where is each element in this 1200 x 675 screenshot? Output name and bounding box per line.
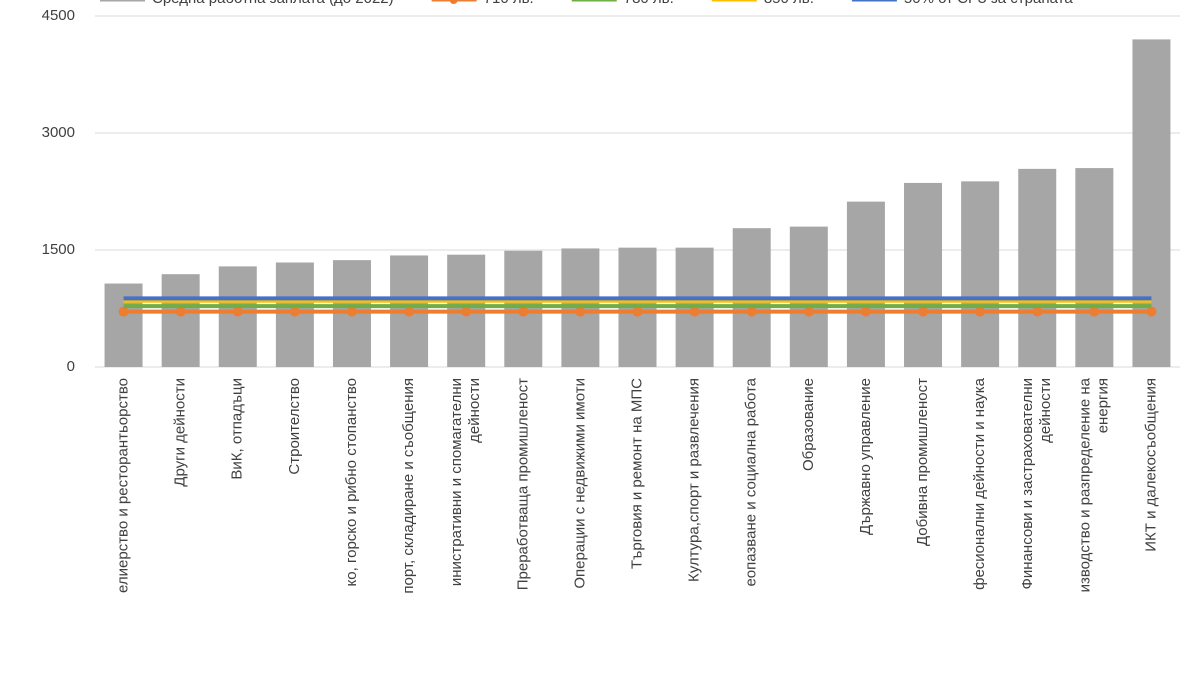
line-marker [404,306,415,317]
legend-label: 850 лв. [764,0,814,7]
x-tick-label: Търговия и ремонт на МПС [628,378,645,569]
x-tick-label: Операции с недвижими имоти [571,378,588,589]
line-marker [918,306,929,317]
legend-label: 50% от СРЗ за страната [904,0,1073,7]
line-marker [1089,306,1100,317]
x-tick-label: ИКТ и далекосъобщения [1142,378,1159,552]
x-tick-label: еопазване и социална работа [743,377,760,586]
y-tick-label: 4500 [42,7,75,24]
x-tick-label: ко, горско и рибно стопанство [343,378,360,586]
line-marker [461,306,472,317]
line-marker [860,306,871,317]
y-tick-label: 3000 [42,124,75,141]
line-marker [803,306,814,317]
x-tick-label: Държавно управление [857,378,874,535]
line-marker [346,306,357,317]
x-tick-label: ВиК, отпадъци [229,378,246,480]
x-tick-label: Култура,спорт и развлечения [686,378,703,582]
legend: Средна работна заплата (до 2022) 710 лв. 7… [100,0,1073,7]
x-tick-label: Добивна промишленост [914,378,931,546]
legend-label: 780 лв. [624,0,674,7]
y-tick-label: 1500 [42,241,75,258]
line-marker [1146,306,1157,317]
line-marker [689,306,700,317]
legend-marker [449,0,458,4]
line-marker [632,306,643,317]
bar [218,266,257,367]
line-marker [175,306,186,317]
line-marker [975,306,986,317]
x-tick-label: елиерство и ресторантьорство [115,378,132,593]
y-tick-label: 0 [67,358,75,375]
line-marker [289,306,300,317]
bar [904,182,943,367]
line-marker [518,306,529,317]
x-tick-label: Образование [800,378,817,471]
x-tick-label: изводство и разпределение наенергия [1076,377,1111,592]
line-marker [575,306,586,317]
bar [846,201,885,367]
bar [1018,168,1057,367]
line-marker [118,306,129,317]
line-marker [1032,306,1043,317]
x-tick-label: Други дейности [172,378,189,487]
bar [104,283,143,367]
line-marker [746,306,757,317]
bar [1132,39,1171,368]
bar [961,181,1000,367]
line-marker [232,306,243,317]
legend-label: Средна работна заплата (до 2022) [152,0,394,7]
x-tick-label: инистративни и спомагателнидейности [448,378,483,586]
x-tick-label: Финансови и застрахователнидейности [1019,378,1054,590]
x-tick-label: фесионални дейности и наука [971,377,988,590]
x-tick-label: Строителство [286,378,303,475]
bar [161,274,200,367]
legend-label: 710 лв. [484,0,534,7]
x-tick-label: порт, складиране и съобщения [400,378,417,594]
x-tick-label: Преработваща промишленост [514,378,531,590]
bar [1075,168,1114,367]
